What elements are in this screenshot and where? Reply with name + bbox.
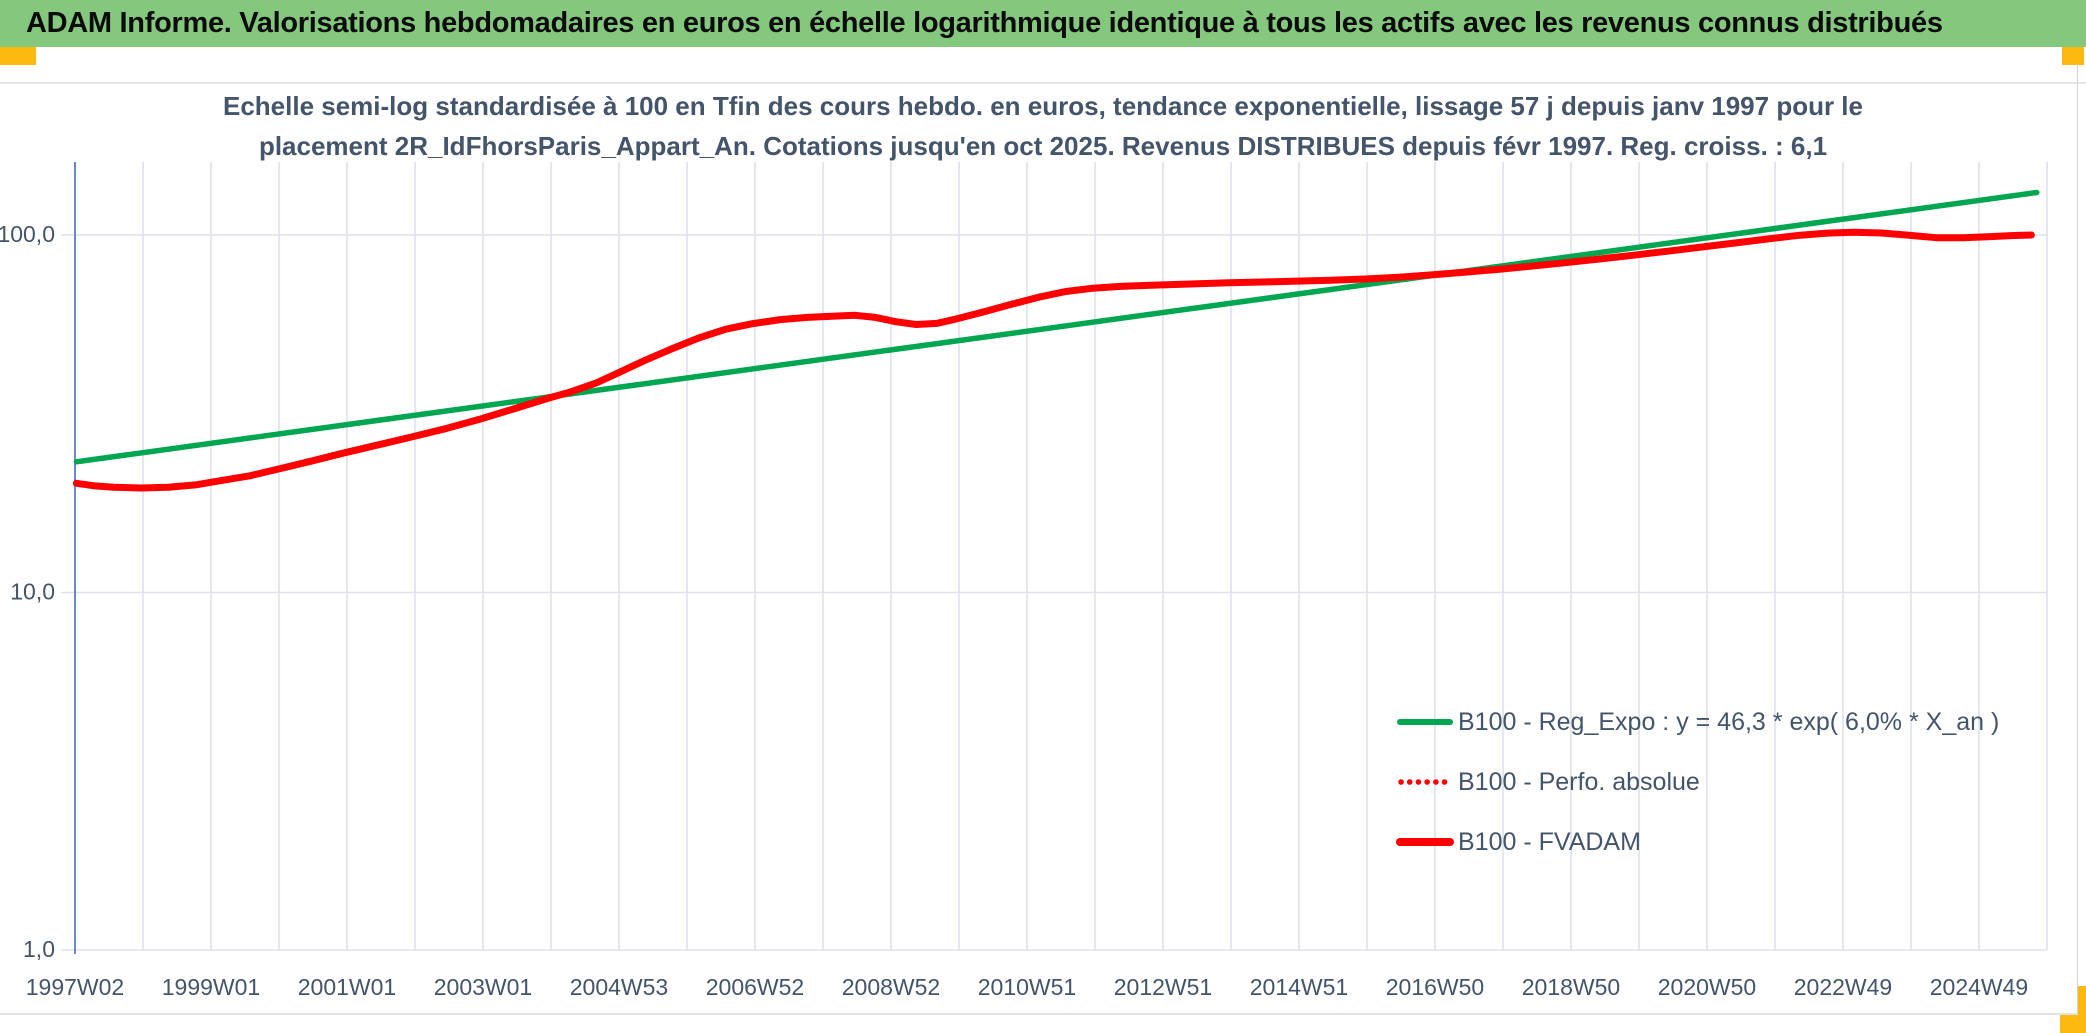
edge-marker-right [2077,986,2086,1033]
chart-title-line2: placement 2R_IdFhorsParis_Appart_An. Cot… [258,131,1828,161]
legend-label: B100 - FVADAM [1458,827,1641,856]
x-axis-label: 2014W51 [1250,974,1348,1000]
legend-label: B100 - Perfo. absolue [1458,767,1700,796]
separator-bottom [0,1013,2078,1015]
chart-title-line1: Echelle semi-log standardisée à 100 en T… [222,91,1863,121]
legend-swatch-green-line [1397,719,1453,725]
x-axis-label: 2016W50 [1386,974,1484,1000]
x-axis-label: 2004W53 [570,974,668,1000]
x-axis-label: 2022W49 [1794,974,1892,1000]
legend-item-perfo-absolue: B100 - Perfo. absolue [1396,752,2016,812]
x-axis-label: 2006W52 [706,974,804,1000]
corner-marker-top-left [0,47,36,65]
legend-swatch-red-dotted [1398,779,1454,785]
series-b100-fvadam [72,228,2035,492]
series-b100-reg-expo-y-46-3-exp-6-0-x-an [73,189,2040,465]
separator-top [0,82,2086,84]
corner-marker-top-right [2062,47,2084,65]
chart-legend: B100 - Reg_Expo : y = 46,3 * exp( 6,0% *… [1396,692,2016,872]
legend-label: B100 - Reg_Expo : y = 46,3 * exp( 6,0% *… [1458,707,2000,736]
x-axis-label: 2018W50 [1522,974,1620,1000]
x-axis-label: 1999W01 [162,974,260,1000]
legend-item-fvadam: B100 - FVADAM [1396,812,2016,872]
header-banner: ADAM Informe. Valorisations hebdomadaire… [0,0,2086,47]
x-axis-label: 2020W50 [1658,974,1756,1000]
legend-swatch-red-line [1396,838,1454,846]
x-axis-label: 2003W01 [434,974,532,1000]
x-axis-label: 1997W02 [26,974,124,1000]
x-axis-label: 2024W49 [1930,974,2028,1000]
x-axis-label: 2001W01 [298,974,396,1000]
y-axis-label: 10,0 [10,579,55,605]
x-axis-label: 2010W51 [978,974,1076,1000]
chart-title: Echelle semi-log standardisée à 100 en T… [0,86,2086,166]
border-right [2077,64,2078,1014]
x-axis-label: 2012W51 [1114,974,1212,1000]
x-axis-label: 2008W52 [842,974,940,1000]
corner-marker-bottom-right [2060,1013,2086,1033]
banner-title: ADAM Informe. Valorisations hebdomadaire… [26,7,1943,39]
y-axis-label: 1,0 [23,936,55,962]
y-axis-label: 100,0 [0,221,55,247]
legend-item-reg-expo: B100 - Reg_Expo : y = 46,3 * exp( 6,0% *… [1396,692,2016,752]
